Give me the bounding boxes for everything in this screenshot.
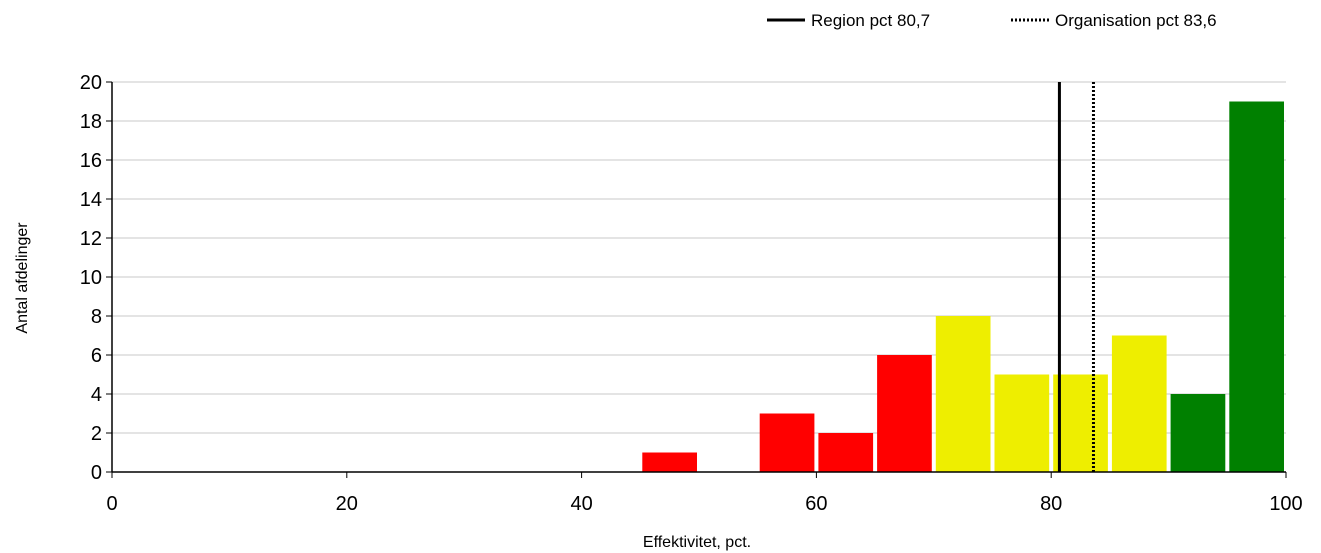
y-tick-label: 8 bbox=[91, 306, 102, 328]
y-tick-label: 6 bbox=[91, 345, 102, 367]
legend-region-label: Region pct 80,7 bbox=[811, 11, 930, 30]
histogram-bar bbox=[1170, 394, 1226, 472]
legend: Region pct 80,7 Organisation pct 83,6 bbox=[767, 11, 1217, 30]
x-axis-title: Effektivitet, pct. bbox=[643, 534, 751, 551]
histogram-bar bbox=[1053, 374, 1108, 472]
legend-organisation-label: Organisation pct 83,6 bbox=[1055, 11, 1217, 30]
reference-lines bbox=[1057, 82, 1095, 472]
x-tick-label: 0 bbox=[106, 493, 117, 515]
histogram-bar bbox=[759, 413, 815, 472]
x-tick-label: 60 bbox=[805, 493, 827, 515]
histogram-bar bbox=[877, 355, 932, 472]
y-tick-label: 18 bbox=[80, 111, 102, 133]
histogram-bar bbox=[935, 316, 991, 472]
x-tick-labels: 0 20 40 60 80 100 bbox=[106, 493, 1302, 515]
histogram-bar bbox=[1111, 335, 1167, 472]
histogram-bar bbox=[818, 433, 874, 472]
y-tick-label: 10 bbox=[80, 267, 102, 289]
y-tick-label: 16 bbox=[80, 150, 102, 172]
histogram-bar bbox=[1229, 101, 1284, 472]
x-tick-label: 40 bbox=[570, 493, 592, 515]
x-tick-label: 20 bbox=[336, 493, 358, 515]
y-tick-label: 12 bbox=[80, 228, 102, 250]
x-tick-label: 100 bbox=[1269, 493, 1302, 515]
y-tick-label: 2 bbox=[91, 423, 102, 445]
y-tick-label: 20 bbox=[80, 72, 102, 94]
y-tick-label: 4 bbox=[91, 384, 102, 406]
histogram-bar bbox=[642, 452, 697, 472]
x-tick-label: 80 bbox=[1040, 493, 1062, 515]
histogram-bar bbox=[994, 374, 1050, 472]
y-tick-labels: 0 2 4 6 8 10 12 14 16 18 20 bbox=[80, 72, 102, 484]
y-axis-title: Antal afdelinger bbox=[14, 222, 31, 334]
bars bbox=[642, 101, 1284, 472]
y-tick-label: 14 bbox=[80, 189, 102, 211]
gridlines bbox=[106, 81, 1286, 473]
y-tick-label: 0 bbox=[91, 462, 102, 484]
axes bbox=[111, 82, 1287, 478]
